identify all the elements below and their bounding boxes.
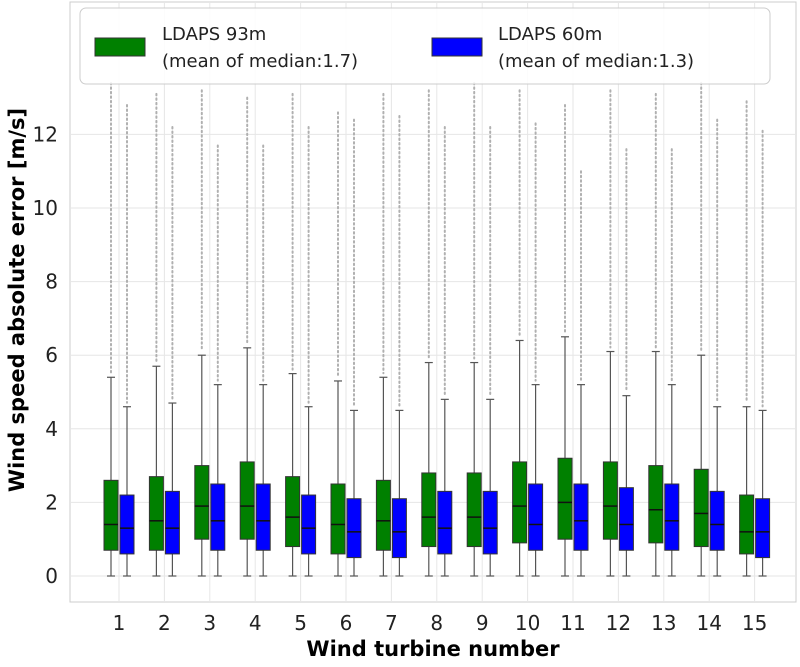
- y-tick-label: 10: [33, 196, 58, 220]
- x-tick-label: 12: [606, 611, 631, 635]
- box-body: [739, 494, 755, 555]
- legend-frame: [79, 7, 771, 85]
- box-body: [512, 461, 528, 544]
- box-series: [103, 81, 771, 577]
- box-93m: [648, 92, 664, 577]
- box-60m: [391, 115, 407, 577]
- box-body: [148, 476, 164, 551]
- x-tick-label: 5: [294, 611, 307, 635]
- box-93m: [693, 81, 709, 577]
- y-axis-label: Wind speed absolute error [m/s]: [5, 108, 29, 492]
- box-body: [421, 472, 437, 548]
- x-tick-label: 1: [113, 611, 126, 635]
- x-tick-label: 9: [476, 611, 489, 635]
- box-93m: [103, 81, 119, 577]
- box-60m: [210, 144, 226, 577]
- x-tick-label: 11: [560, 611, 585, 635]
- box-body: [557, 457, 573, 540]
- box-body: [664, 483, 680, 551]
- x-tick-label: 15: [742, 611, 767, 635]
- box-body: [648, 465, 664, 544]
- box-body: [693, 468, 709, 548]
- box-body: [255, 483, 271, 551]
- box-body: [573, 483, 589, 551]
- box-93m: [194, 89, 210, 577]
- x-tick-label: 6: [340, 611, 353, 635]
- y-tick-label: 2: [45, 490, 58, 514]
- box-body: [618, 487, 634, 551]
- box-60m: [164, 126, 180, 577]
- x-tick-label: 2: [158, 611, 171, 635]
- box-93m: [148, 92, 164, 577]
- y-tick-label: 4: [45, 417, 58, 441]
- box-93m: [239, 96, 255, 577]
- x-tick-label: 14: [696, 611, 721, 635]
- box-60m: [437, 126, 453, 577]
- box-93m: [557, 103, 573, 577]
- box-60m: [482, 126, 498, 577]
- x-tick-label: 8: [430, 611, 443, 635]
- legend: LDAPS 93m (mean of median:1.7) LDAPS 60m…: [79, 7, 771, 85]
- y-tick-label: 6: [45, 343, 58, 367]
- box-93m: [285, 92, 301, 577]
- legend-swatch-ldaps-60m: [431, 37, 483, 57]
- box-body: [466, 472, 482, 548]
- box-body: [119, 494, 135, 555]
- box-body: [239, 461, 255, 540]
- box-body: [330, 483, 346, 555]
- box-93m: [421, 89, 437, 577]
- box-93m: [375, 92, 391, 577]
- y-axis-ticks: 0 2 4 6 8 10 12: [33, 122, 58, 588]
- box-body: [103, 479, 119, 551]
- y-tick-label: 8: [45, 270, 58, 294]
- box-body: [210, 483, 226, 551]
- box-body: [194, 465, 210, 540]
- box-body: [709, 490, 725, 551]
- legend-label-ldaps-93m: LDAPS 93m: [162, 24, 266, 45]
- box-body: [301, 494, 317, 555]
- legend-note-ldaps-93m: (mean of median:1.7): [162, 51, 358, 72]
- x-tick-label: 13: [651, 611, 676, 635]
- box-60m: [528, 122, 544, 577]
- y-tick-label: 0: [45, 564, 58, 588]
- box-body: [755, 498, 771, 559]
- y-tick-label: 12: [33, 122, 58, 146]
- x-tick-label: 3: [203, 611, 216, 635]
- legend-label-ldaps-60m: LDAPS 60m: [498, 24, 602, 45]
- box-60m: [618, 148, 634, 577]
- box-body: [528, 483, 544, 551]
- box-body: [391, 498, 407, 559]
- legend-swatch-ldaps-93m: [94, 37, 146, 57]
- x-tick-label: 4: [249, 611, 262, 635]
- box-body: [375, 479, 391, 551]
- box-body: [482, 490, 498, 555]
- box-93m: [602, 89, 618, 577]
- box-60m: [119, 103, 135, 577]
- box-body: [164, 490, 180, 555]
- box-60m: [709, 118, 725, 577]
- box-93m: [739, 100, 755, 577]
- x-tick-label: 7: [385, 611, 398, 635]
- legend-note-ldaps-60m: (mean of median:1.3): [498, 51, 694, 72]
- box-60m: [664, 148, 680, 577]
- box-60m: [573, 170, 589, 577]
- box-body: [602, 461, 618, 540]
- box-60m: [346, 118, 362, 577]
- box-60m: [255, 144, 271, 577]
- x-axis-ticks: 1 2 3 4 5 6 7 8 9 10 11 12 13 14 15: [113, 611, 768, 635]
- box-body: [285, 476, 301, 548]
- box-93m: [466, 81, 482, 577]
- box-60m: [301, 126, 317, 577]
- box-body: [437, 490, 453, 555]
- box-60m: [755, 129, 771, 577]
- box-body: [346, 498, 362, 559]
- x-axis-label: Wind turbine number: [306, 637, 560, 661]
- box-93m: [512, 89, 528, 577]
- box-93m: [330, 111, 346, 577]
- x-tick-label: 10: [515, 611, 540, 635]
